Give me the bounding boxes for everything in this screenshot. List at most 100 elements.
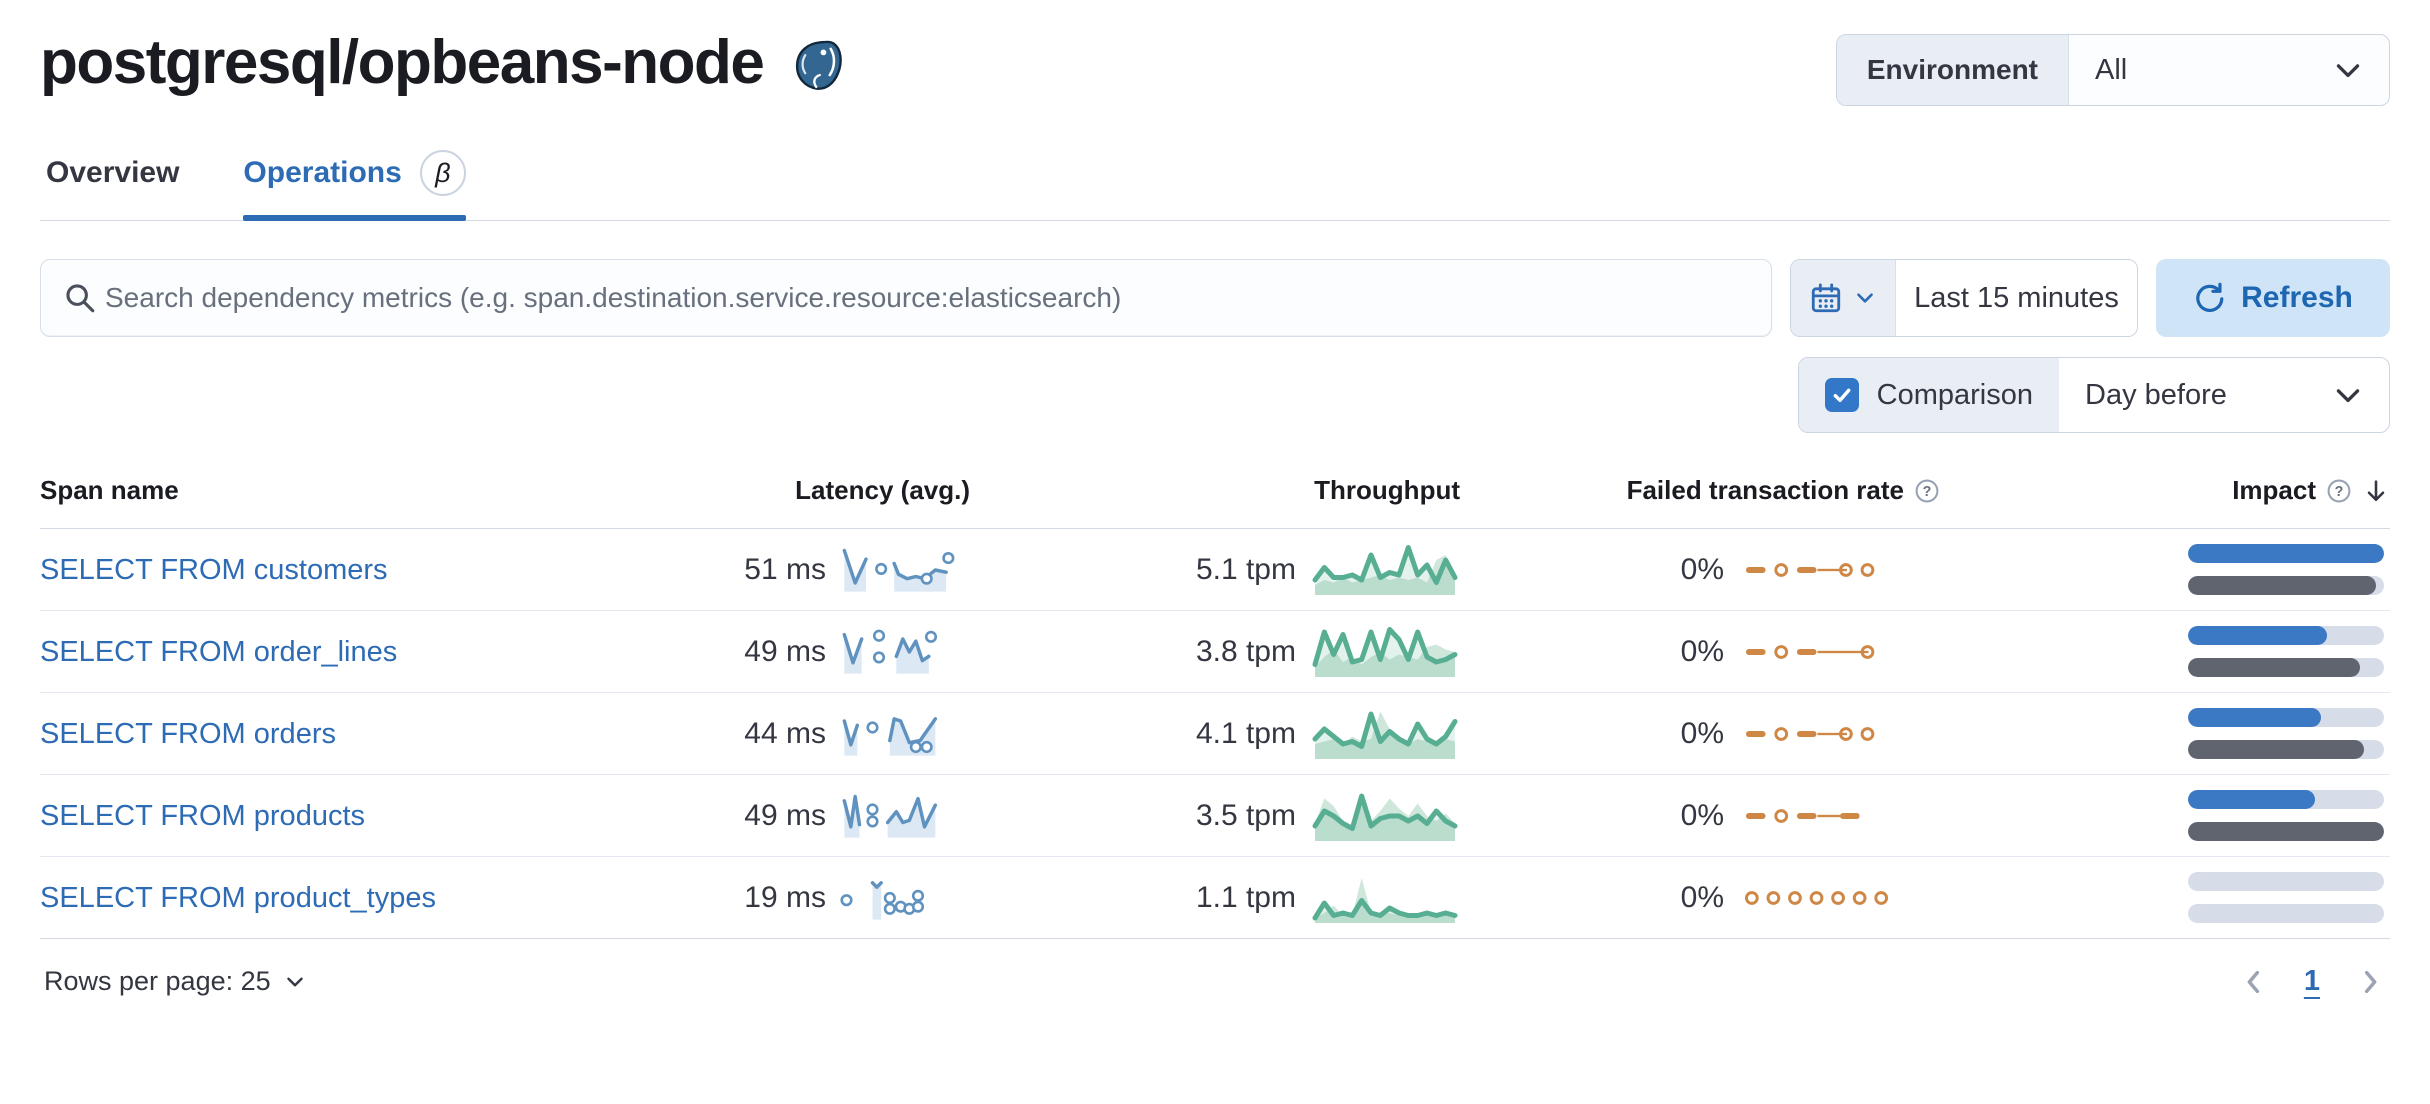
latency-sparkline <box>842 716 938 756</box>
postgresql-elephant-icon <box>796 40 843 91</box>
refresh-label: Refresh <box>2241 281 2353 314</box>
rows-per-page-label: Rows per page: 25 <box>44 966 271 996</box>
svg-text:?: ? <box>2335 484 2344 500</box>
table-row: SELECT FROM products 49 ms 3.5 tpm 0% <box>40 775 2390 857</box>
time-range-value[interactable]: Last 15 minutes <box>1914 281 2119 314</box>
previous-page-button[interactable] <box>2238 966 2270 998</box>
col-header-impact-label: Impact <box>2232 475 2316 505</box>
impact-bars <box>2188 626 2384 677</box>
failed-rate-value: 0% <box>1680 798 1724 832</box>
throughput-value: 4.1 tpm <box>1195 716 1296 750</box>
span-name-link[interactable]: SELECT FROM customers <box>40 553 388 586</box>
page-number-1[interactable]: 1 <box>2303 965 2320 997</box>
time-range-picker[interactable]: Last 15 minutes <box>1790 259 2138 337</box>
latency-sparkline <box>842 629 938 674</box>
impact-bars <box>2188 708 2384 759</box>
throughput-value: 1.1 tpm <box>1195 880 1296 914</box>
failed-rate-sparkline <box>1745 726 1875 741</box>
impact-bars <box>2188 790 2384 841</box>
latency-value: 44 ms <box>744 716 826 750</box>
table-row: SELECT FROM order_lines 49 ms 3.8 tpm 0% <box>40 611 2390 693</box>
svg-text:?: ? <box>1923 484 1932 500</box>
chevron-right-icon <box>2364 970 2377 993</box>
search-input[interactable]: Search dependency metrics (e.g. span.des… <box>40 259 1772 337</box>
pagination-bar: Rows per page: 25 1 <box>40 965 2390 998</box>
check-icon <box>1833 388 1851 403</box>
throughput-sparkline <box>1312 626 1458 677</box>
query-toolbar: Search dependency metrics (e.g. span.des… <box>40 259 2390 337</box>
tab-operations[interactable]: Operations β <box>243 150 467 221</box>
search-placeholder: Search dependency metrics (e.g. span.des… <box>105 282 1122 313</box>
latency-value: 19 ms <box>744 880 826 914</box>
table-row: SELECT FROM product_types 19 ms 1.1 tpm … <box>40 857 2390 939</box>
throughput-sparkline <box>1312 793 1458 841</box>
span-name-link[interactable]: SELECT FROM product_types <box>40 881 436 914</box>
latency-sparkline <box>840 880 925 920</box>
chevron-down-icon <box>2336 64 2360 78</box>
col-header-span-name[interactable]: Span name <box>40 475 179 505</box>
latency-value: 51 ms <box>744 552 826 586</box>
impact-bars <box>2188 872 2384 923</box>
rows-per-page-button[interactable]: Rows per page: 25 <box>44 966 307 997</box>
comparison-label: Comparison <box>1876 378 2033 411</box>
col-header-latency-label: Latency (avg.) <box>795 475 970 505</box>
failed-rate-sparkline <box>1745 562 1875 577</box>
tab-bar: Overview Operations β <box>40 150 2390 221</box>
table-row: SELECT FROM customers 51 ms 5.1 tpm 0% <box>40 529 2390 611</box>
comparison-checkbox[interactable] <box>1824 378 1859 412</box>
date-picker-quick-menu[interactable] <box>1791 260 1896 336</box>
refresh-icon <box>2196 282 2224 312</box>
chevron-down-icon <box>1857 293 1873 303</box>
tab-overview[interactable]: Overview <box>46 150 179 220</box>
span-name-link[interactable]: SELECT FROM products <box>40 799 366 832</box>
chevron-left-icon <box>2247 970 2259 993</box>
failed-rate-sparkline <box>1744 890 1889 905</box>
operations-table: Span name Latency (avg.) Throughput Fail… <box>40 475 2390 939</box>
throughput-sparkline <box>1312 877 1458 923</box>
col-header-impact[interactable]: Impact ? <box>1940 475 2390 506</box>
comparison-control: Comparison Day before <box>1797 357 2390 433</box>
table-row: SELECT FROM orders 44 ms 4.1 tpm 0% <box>40 693 2390 775</box>
col-header-failed-rate[interactable]: Failed transaction rate ? <box>1460 475 1940 506</box>
col-header-failed-rate-label: Failed transaction rate <box>1626 475 1904 505</box>
failed-rate-sparkline <box>1745 808 1860 823</box>
col-header-throughput-label: Throughput <box>1314 475 1460 505</box>
throughput-value: 3.8 tpm <box>1195 634 1296 668</box>
search-icon <box>66 284 95 313</box>
throughput-sparkline <box>1312 544 1458 595</box>
latency-sparkline <box>842 548 955 592</box>
failed-rate-value: 0% <box>1680 716 1724 750</box>
environment-value: All <box>2095 53 2128 86</box>
beta-badge: β <box>419 150 466 196</box>
comparison-row: Comparison Day before <box>40 357 2390 433</box>
page-title: postgresql/opbeans-node <box>40 28 765 97</box>
col-header-throughput[interactable]: Throughput <box>970 475 1460 506</box>
question-icon: ? <box>2327 479 2351 502</box>
comparison-select[interactable]: Day before <box>2059 358 2389 432</box>
table-header: Span name Latency (avg.) Throughput Fail… <box>40 475 2390 529</box>
throughput-value: 5.1 tpm <box>1195 552 1296 586</box>
page-header: postgresql/opbeans-node Environment All <box>40 26 2390 106</box>
latency-sparkline <box>842 794 938 838</box>
failed-rate-value: 0% <box>1680 634 1724 668</box>
col-header-latency[interactable]: Latency (avg.) <box>590 475 970 506</box>
chevron-down-icon <box>286 977 303 986</box>
refresh-button[interactable]: Refresh <box>2156 259 2390 337</box>
tab-operations-label: Operations <box>243 156 402 189</box>
comparison-toggle[interactable]: Comparison <box>1798 358 2059 432</box>
failed-rate-value: 0% <box>1680 880 1724 914</box>
comparison-value: Day before <box>2085 378 2227 411</box>
sort-descending-icon <box>2367 479 2385 501</box>
latency-value: 49 ms <box>744 634 826 668</box>
environment-label: Environment <box>1836 35 2069 105</box>
impact-bars <box>2188 544 2384 595</box>
failed-rate-sparkline <box>1745 644 1875 659</box>
calendar-icon <box>1811 283 1841 313</box>
span-name-link[interactable]: SELECT FROM orders <box>40 717 336 750</box>
environment-select[interactable]: Environment All <box>1835 34 2390 106</box>
failed-rate-value: 0% <box>1680 552 1724 586</box>
chevron-down-icon <box>2336 389 2360 403</box>
span-name-link[interactable]: SELECT FROM order_lines <box>40 635 398 668</box>
question-icon: ? <box>1915 479 1939 502</box>
next-page-button[interactable] <box>2354 966 2386 998</box>
